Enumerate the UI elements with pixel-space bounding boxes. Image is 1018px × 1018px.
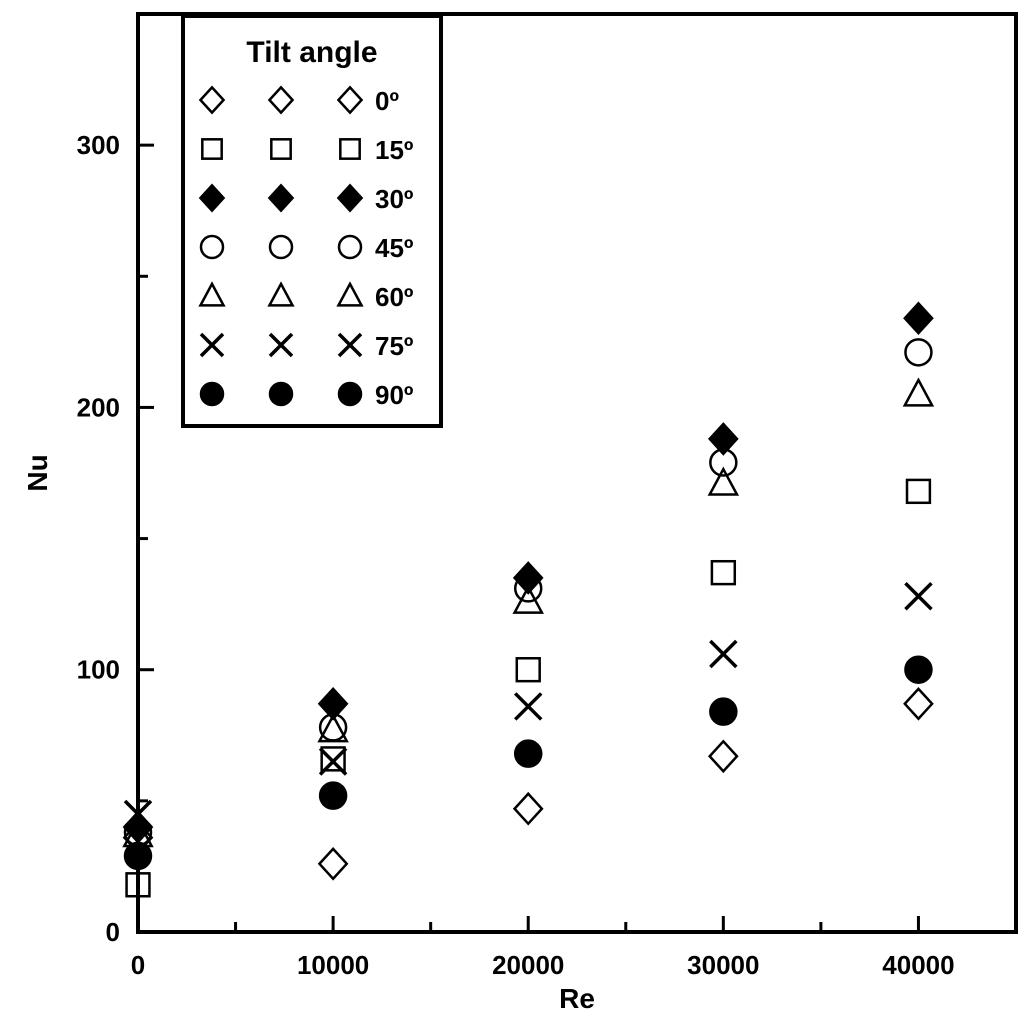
- y-tick-label: 100: [77, 655, 120, 685]
- legend-marker: [199, 381, 225, 407]
- data-point-series-3: [709, 448, 738, 477]
- data-point-series-3: [904, 338, 933, 367]
- legend-marker: [336, 281, 364, 307]
- legend-marker: [267, 183, 295, 213]
- legend-label: 15º: [375, 135, 414, 165]
- data-point-series-1: [710, 559, 737, 586]
- legend-item: 60º: [198, 281, 414, 312]
- legend-marker: [267, 85, 295, 115]
- axis-ticks: [136, 143, 920, 934]
- plot-frame: [136, 12, 1018, 934]
- legend-marker: [198, 85, 226, 115]
- legend-marker: [267, 281, 295, 307]
- data-point-series-4: [317, 713, 349, 743]
- data-point-series-3: [513, 574, 543, 603]
- data-point-series-4: [512, 584, 544, 614]
- data-point-series-0: [512, 791, 544, 826]
- data-point-series-0: [707, 739, 739, 774]
- legend-marker: [199, 332, 225, 358]
- data-points: [122, 301, 935, 898]
- data-point-series-2: [903, 301, 934, 336]
- legend-label: 0º: [375, 86, 399, 116]
- legend-item: 0º: [198, 85, 399, 116]
- data-point-series-6: [513, 739, 543, 768]
- legend-item: 15º: [201, 135, 414, 165]
- data-point-series-1: [320, 746, 346, 772]
- y-axis-title: Nu: [22, 454, 53, 491]
- data-point-series-4: [902, 377, 935, 407]
- legend-marker: [268, 332, 294, 358]
- legend-item: 75º: [199, 331, 414, 361]
- legend-label: 45º: [375, 233, 414, 263]
- legend-marker: [201, 138, 223, 160]
- legend-title: Tilt angle: [246, 36, 377, 69]
- legend-label: 30º: [375, 184, 414, 214]
- data-point-series-6: [709, 697, 738, 726]
- y-tick-label: 200: [77, 392, 120, 422]
- legend-marker: [268, 234, 294, 260]
- legend-marker: [339, 138, 361, 160]
- data-point-series-1: [125, 872, 151, 898]
- x-tick-label: 0: [131, 950, 145, 980]
- legend-marker: [270, 138, 292, 160]
- legend-item: 45º: [199, 233, 414, 263]
- data-point-series-2: [512, 561, 544, 595]
- y-tick-label: 300: [77, 130, 120, 160]
- legend-marker: [336, 85, 364, 115]
- x-tick-label: 10000: [297, 950, 369, 980]
- data-point-series-5: [709, 639, 738, 669]
- legend-box: [181, 14, 443, 428]
- x-tick-label: 30000: [687, 950, 759, 980]
- legend-item: 90º: [199, 380, 414, 410]
- legend-marker: [198, 281, 226, 307]
- data-point-series-2: [317, 687, 349, 721]
- x-tick-label: 20000: [492, 950, 564, 980]
- data-point-series-6: [904, 655, 933, 684]
- data-point-series-5: [123, 799, 153, 829]
- x-axis-title: Re: [559, 983, 595, 1014]
- data-point-series-5: [513, 692, 543, 721]
- data-point-series-5: [318, 747, 348, 776]
- data-point-series-6: [123, 841, 153, 871]
- data-point-series-6: [318, 781, 348, 810]
- legend-marker: [198, 183, 226, 213]
- legend: Tilt angle 0º 15º 30º 45º 60º 75º 90º: [181, 14, 443, 428]
- axis-tick-labels: 0 10000 20000 30000 40000 0 100 200 300: [77, 130, 955, 980]
- data-point-series-5: [904, 582, 933, 611]
- legend-marker: [199, 234, 225, 260]
- legend-item: 30º: [198, 183, 414, 214]
- legend-marker: [268, 381, 294, 407]
- legend-label: 60º: [375, 282, 414, 312]
- data-point-series-2: [707, 422, 739, 456]
- data-point-series-0: [903, 687, 934, 721]
- y-tick-label: 0: [106, 917, 120, 947]
- data-point-series-0: [317, 847, 349, 881]
- x-tick-label: 40000: [882, 950, 954, 980]
- data-point-series-4: [707, 466, 740, 496]
- legend-marker: [337, 332, 363, 358]
- legend-label: 90º: [375, 380, 414, 410]
- legend-marker: [336, 183, 364, 213]
- data-point-series-1: [905, 478, 932, 505]
- data-point-series-1: [515, 657, 541, 683]
- legend-label: 75º: [375, 331, 414, 361]
- legend-marker: [337, 234, 363, 260]
- legend-marker: [337, 381, 363, 407]
